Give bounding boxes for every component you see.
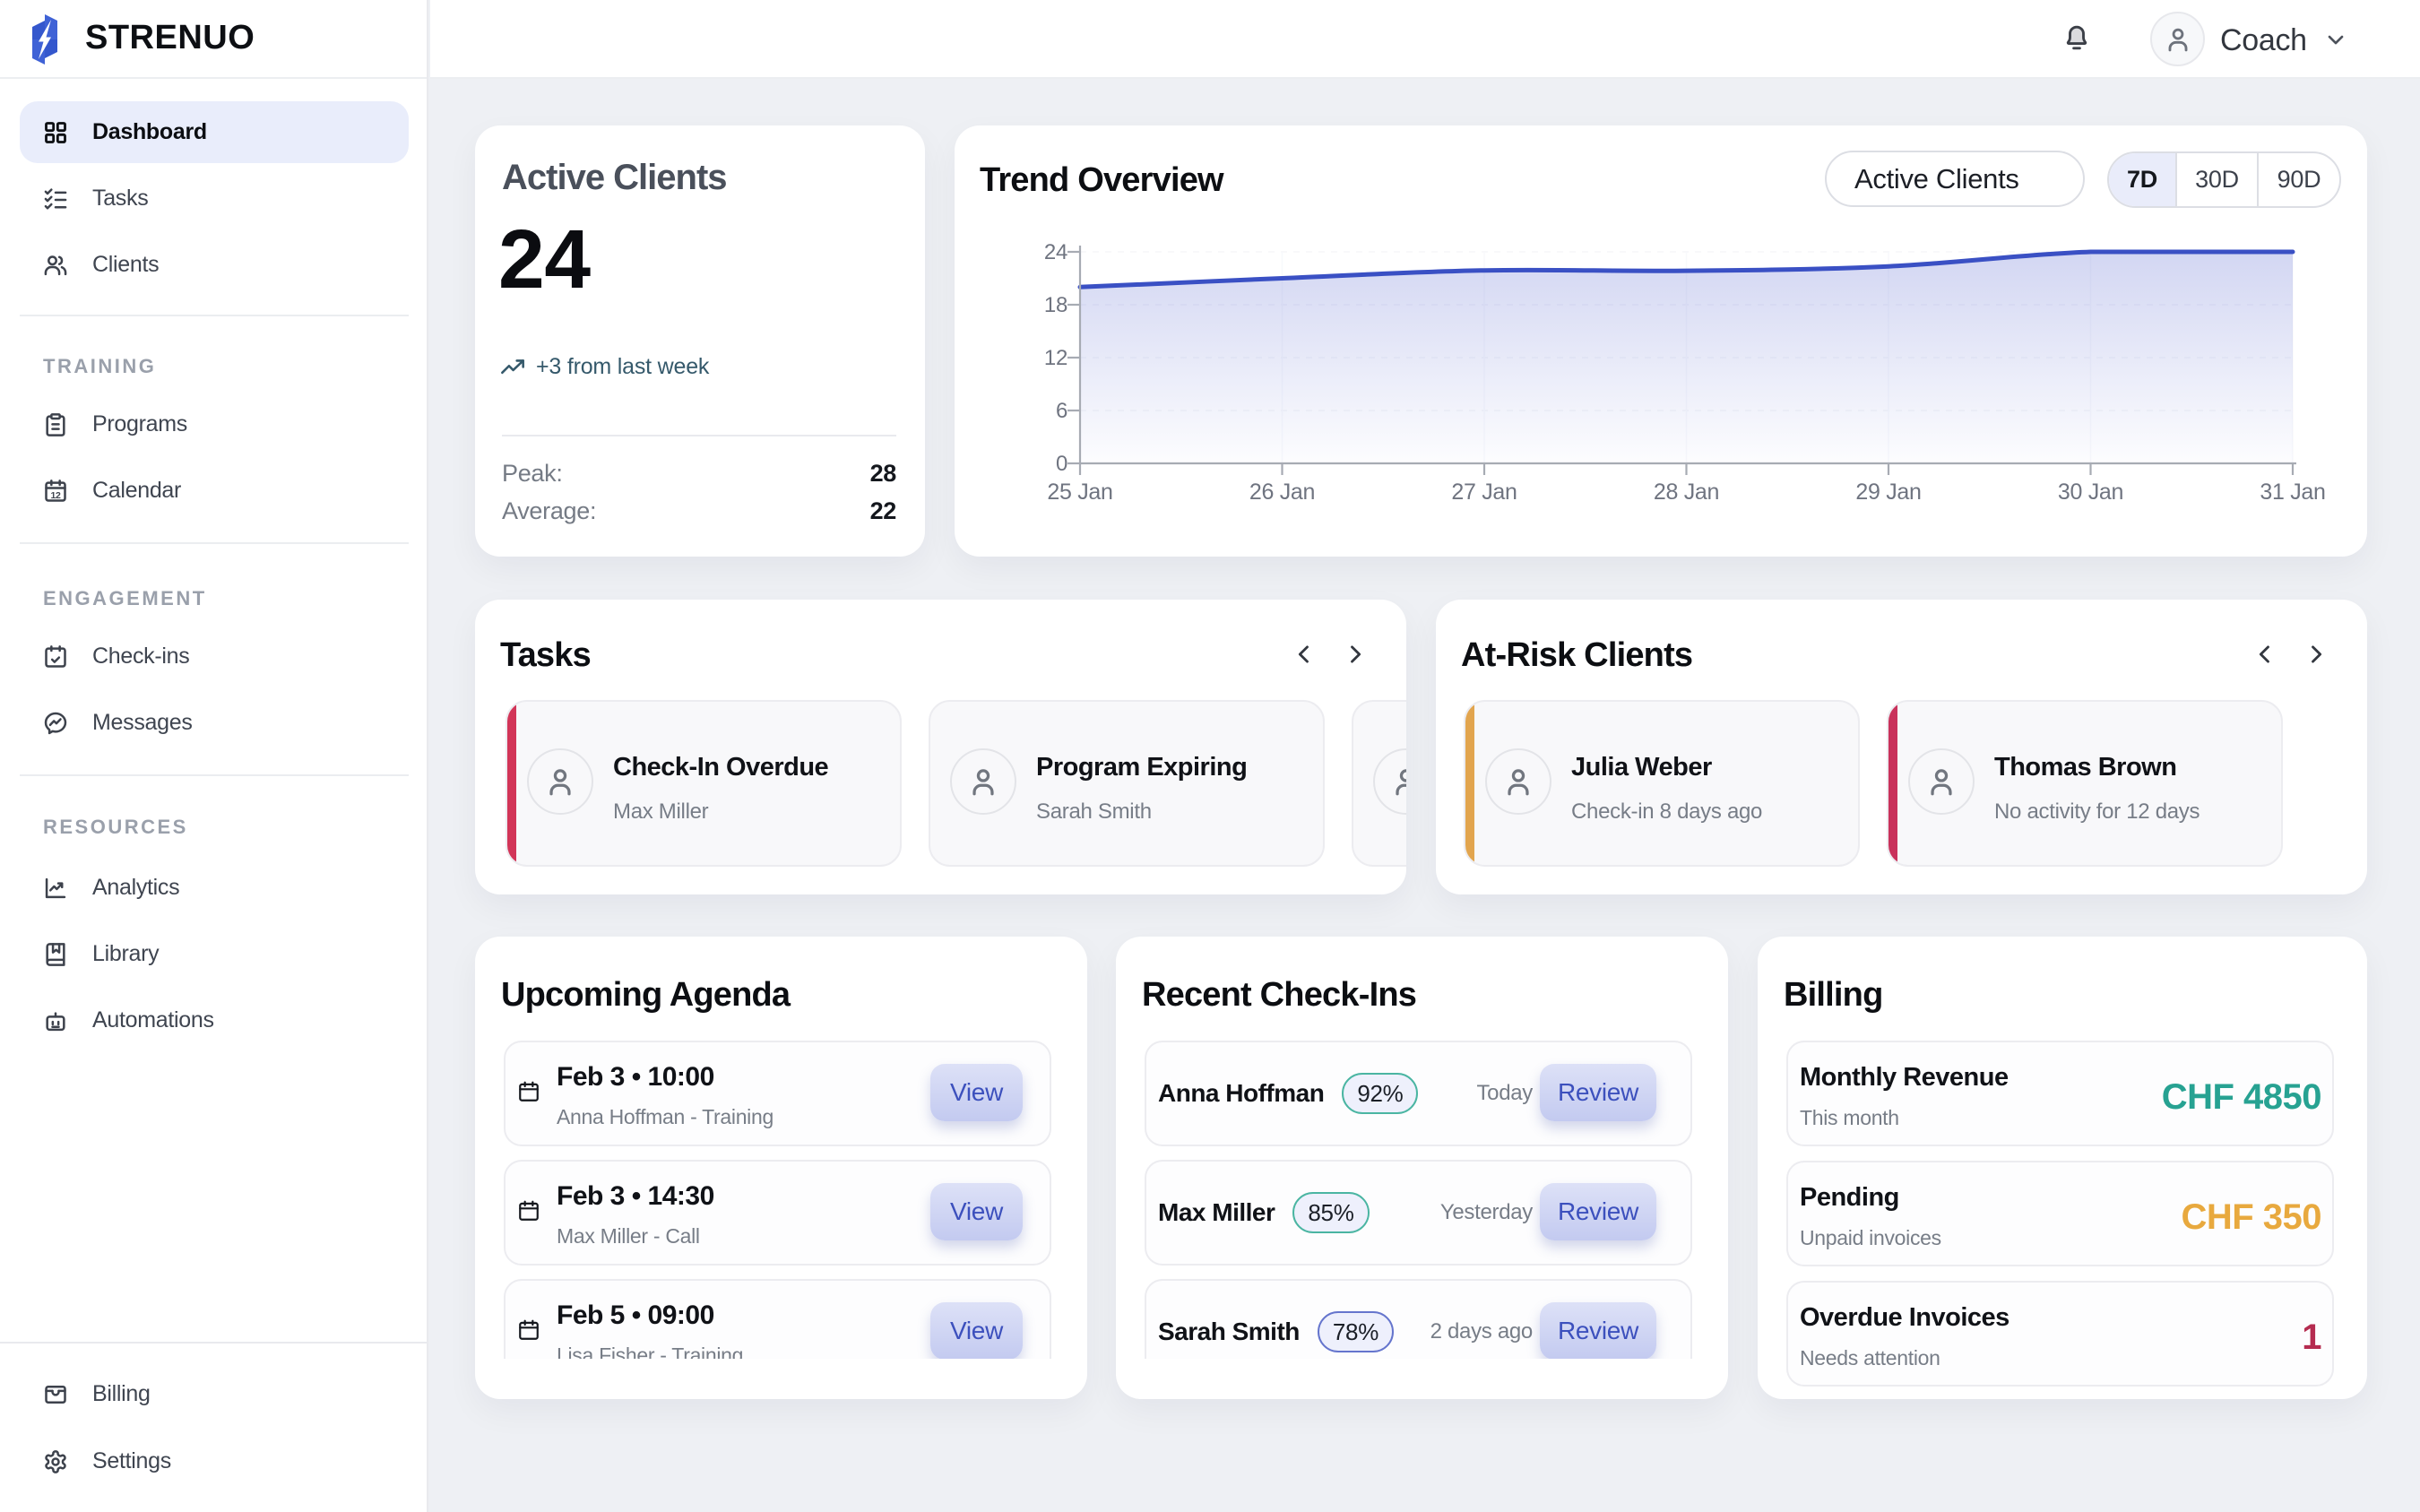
svg-text:12: 12 xyxy=(1044,346,1067,370)
svg-text:18: 18 xyxy=(1044,293,1067,317)
svg-text:0: 0 xyxy=(1056,452,1067,476)
svg-text:31 Jan: 31 Jan xyxy=(2260,480,2325,505)
svg-text:25 Jan: 25 Jan xyxy=(1047,480,1112,505)
svg-text:24: 24 xyxy=(1044,240,1067,264)
svg-text:6: 6 xyxy=(1056,399,1067,423)
svg-text:29 Jan: 29 Jan xyxy=(1855,480,1921,505)
svg-text:30 Jan: 30 Jan xyxy=(2058,480,2123,505)
svg-text:12: 12 xyxy=(51,489,61,500)
svg-text:28 Jan: 28 Jan xyxy=(1654,480,1719,505)
svg-text:27 Jan: 27 Jan xyxy=(1451,480,1517,505)
svg-text:26 Jan: 26 Jan xyxy=(1249,480,1315,505)
